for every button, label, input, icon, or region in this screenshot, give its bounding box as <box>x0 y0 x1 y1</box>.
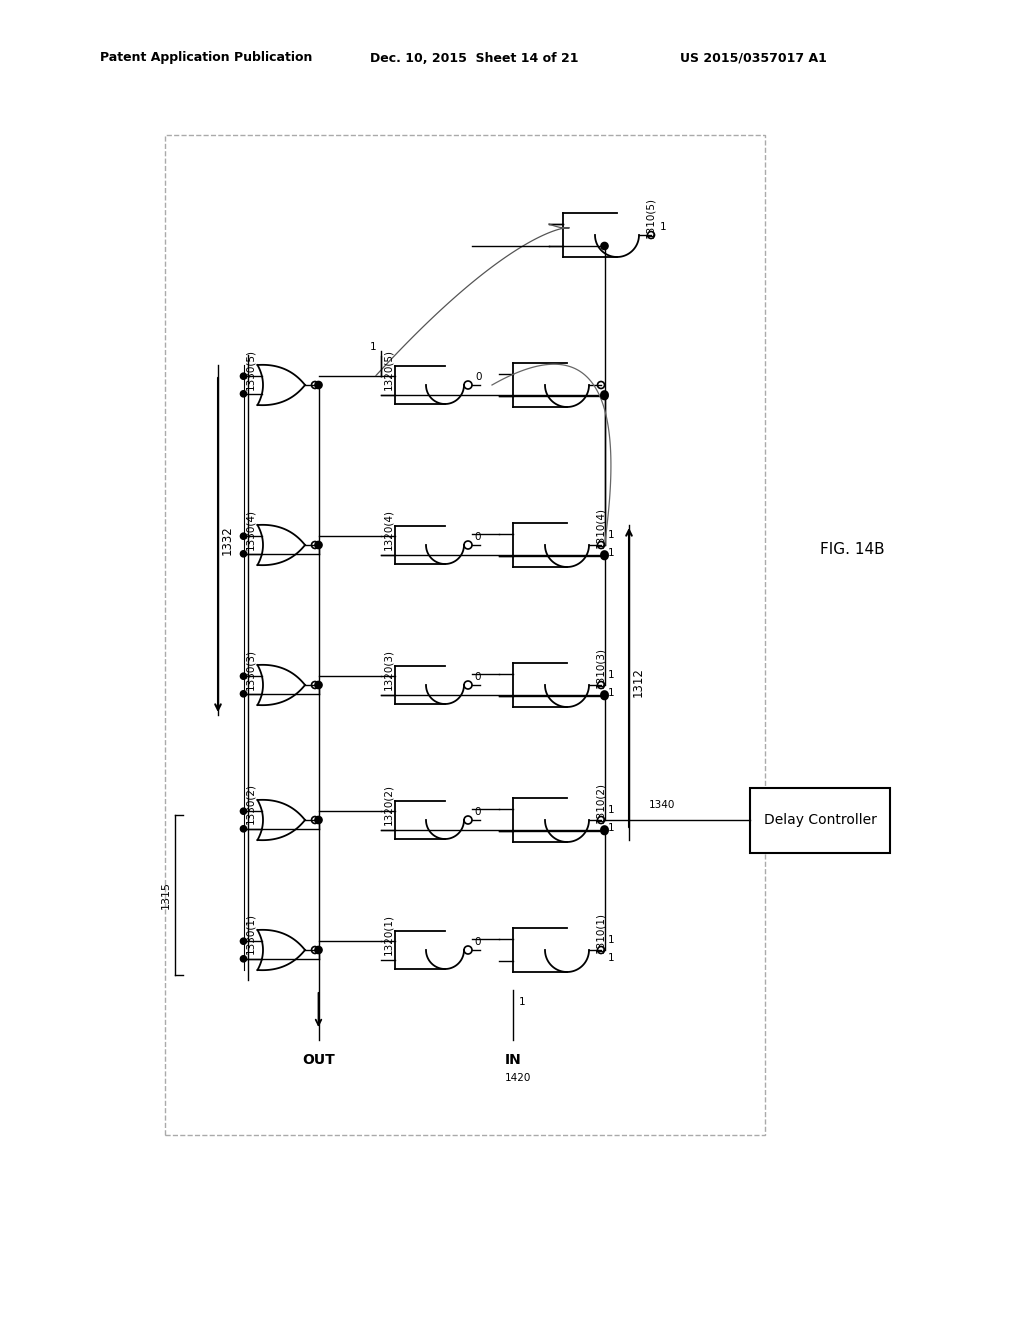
Text: 1: 1 <box>607 531 614 540</box>
Text: Delay Controller: Delay Controller <box>764 813 877 828</box>
Text: 1310(3): 1310(3) <box>595 647 605 688</box>
Circle shape <box>315 817 322 824</box>
Text: 1330(5): 1330(5) <box>246 348 256 389</box>
Text: 1: 1 <box>607 953 614 964</box>
Text: 1310(4): 1310(4) <box>595 507 605 548</box>
Text: 1420: 1420 <box>505 1073 531 1082</box>
Text: 1310(2): 1310(2) <box>595 781 605 822</box>
Circle shape <box>601 826 608 833</box>
Circle shape <box>315 681 322 689</box>
Circle shape <box>601 243 608 249</box>
Text: 1330(2): 1330(2) <box>246 784 256 825</box>
Circle shape <box>241 808 247 814</box>
Text: 1332: 1332 <box>221 525 234 554</box>
Text: FIG. 14B: FIG. 14B <box>820 543 885 557</box>
Text: 1330(4): 1330(4) <box>246 508 256 549</box>
Text: 1315: 1315 <box>161 880 171 909</box>
Text: 0: 0 <box>475 372 481 381</box>
Text: 1: 1 <box>607 805 614 814</box>
Text: 1330(1): 1330(1) <box>246 913 256 954</box>
Bar <box>750 788 890 853</box>
Circle shape <box>241 391 247 397</box>
Circle shape <box>601 392 608 400</box>
Text: 1: 1 <box>607 822 614 833</box>
Text: 1: 1 <box>607 935 614 945</box>
Circle shape <box>601 690 608 698</box>
Text: US 2015/0357017 A1: US 2015/0357017 A1 <box>680 51 826 65</box>
Circle shape <box>601 550 608 558</box>
Text: Patent Application Publication: Patent Application Publication <box>100 51 312 65</box>
Text: 1320(1): 1320(1) <box>383 915 393 956</box>
Text: 1312: 1312 <box>632 668 645 697</box>
Text: OUT: OUT <box>302 1053 335 1067</box>
Circle shape <box>241 939 247 944</box>
Bar <box>165 135 765 1135</box>
Text: 1320(3): 1320(3) <box>383 649 393 690</box>
Text: 1: 1 <box>659 222 667 232</box>
Circle shape <box>315 946 322 953</box>
Circle shape <box>241 550 247 557</box>
Circle shape <box>601 693 608 700</box>
Text: 1: 1 <box>607 548 614 558</box>
Circle shape <box>241 826 247 832</box>
Circle shape <box>315 541 322 549</box>
Text: 0: 0 <box>474 672 480 682</box>
Text: 1: 1 <box>519 997 525 1007</box>
Circle shape <box>241 533 247 539</box>
Text: 1310(5): 1310(5) <box>645 197 655 238</box>
Circle shape <box>241 956 247 962</box>
Text: 0: 0 <box>474 937 480 946</box>
Text: 1330(3): 1330(3) <box>246 648 256 689</box>
Text: 1310(1): 1310(1) <box>595 912 605 953</box>
Text: 1320(2): 1320(2) <box>383 784 393 825</box>
Circle shape <box>601 553 608 560</box>
Text: Dec. 10, 2015  Sheet 14 of 21: Dec. 10, 2015 Sheet 14 of 21 <box>370 51 579 65</box>
Text: 1340: 1340 <box>649 800 676 810</box>
Circle shape <box>241 374 247 379</box>
Circle shape <box>601 828 608 834</box>
Text: IN: IN <box>505 1053 521 1067</box>
Text: 1320(5): 1320(5) <box>383 350 393 391</box>
Text: 1: 1 <box>607 671 614 680</box>
Circle shape <box>315 381 322 388</box>
Text: 1: 1 <box>370 342 376 352</box>
Circle shape <box>241 673 247 680</box>
Text: 0: 0 <box>474 807 480 817</box>
Circle shape <box>241 690 247 697</box>
Text: 1: 1 <box>607 688 614 698</box>
Circle shape <box>601 391 608 399</box>
Text: 1320(4): 1320(4) <box>383 510 393 550</box>
Text: 0: 0 <box>474 532 480 543</box>
